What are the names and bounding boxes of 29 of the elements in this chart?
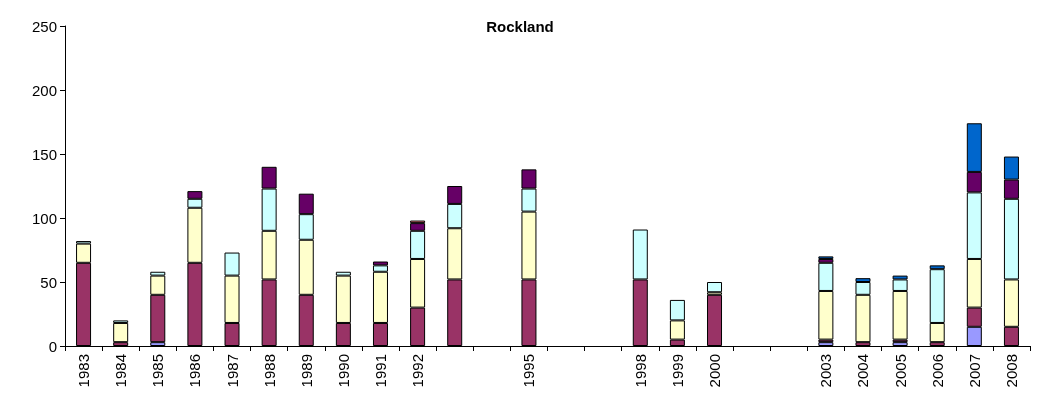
y-tick-label: 50 [40,273,57,291]
x-tick-label: 2007 [965,354,983,388]
y-tick-label: 200 [31,81,57,99]
x-tick-label: 1989 [297,354,315,388]
x-tick-label: 1987 [223,354,241,388]
x-tick-label: 1986 [186,354,204,388]
x-tick-label: 1991 [371,354,389,388]
y-tick-label: 0 [48,337,57,355]
chart-title: Rockland [486,18,554,35]
x-tick-label: 2005 [891,354,909,388]
x-tick-label: 1990 [334,354,352,388]
y-tick-label: 250 [31,17,57,35]
bar [707,282,723,293]
x-tick-label: 1985 [149,354,167,388]
x-tick-label: 1999 [668,354,686,388]
y-tick-label: 100 [31,209,57,227]
x-tick-label: 1998 [631,354,649,388]
x-tick-label: 2000 [706,354,724,388]
y-tick-label: 150 [31,145,57,163]
x-tick-label: 2006 [928,354,946,388]
bar [113,322,129,343]
x-tick-label: 1984 [112,354,130,388]
x-tick-label: 1995 [520,354,538,388]
x-tick-label: 1983 [75,354,93,388]
x-tick-label: 2004 [854,354,872,388]
x-tick-label: 1988 [260,354,278,388]
x-tick-label: 2003 [817,354,835,388]
x-tick-label: 2008 [1002,354,1020,388]
x-tick-label: 1992 [409,354,427,388]
